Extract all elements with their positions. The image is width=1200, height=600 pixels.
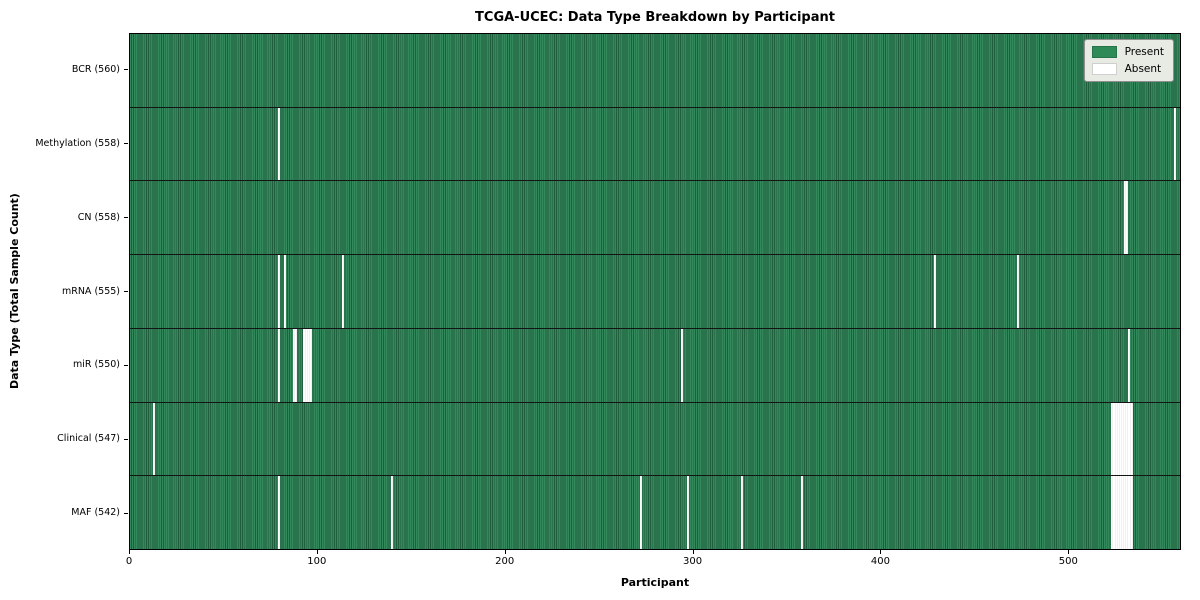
- x-tick-mark: [880, 550, 882, 554]
- x-tick-label: 400: [870, 556, 890, 567]
- row-maf: [130, 476, 1180, 550]
- absent-cell: [278, 255, 281, 328]
- row-methylation: [130, 107, 1180, 182]
- absent-cell: [1121, 402, 1124, 476]
- absent-cell: [278, 107, 281, 181]
- legend-absent-label: Absent: [1124, 63, 1162, 75]
- row-cn: [130, 181, 1180, 256]
- absent-cell: [293, 328, 296, 402]
- x-tick-mark: [692, 550, 694, 554]
- absent-cell: [1116, 402, 1119, 476]
- absent-cell: [741, 476, 744, 550]
- x-tick-label: 200: [495, 556, 515, 567]
- absent-cell: [1131, 476, 1134, 550]
- absent-cell: [152, 402, 155, 476]
- absent-cell: [1118, 402, 1121, 476]
- chart-title: TCGA-UCEC: Data Type Breakdown by Partic…: [475, 10, 835, 25]
- absent-cell: [308, 328, 311, 402]
- absent-cell: [1174, 107, 1177, 181]
- absent-cell: [1123, 476, 1126, 550]
- absent-cell: [681, 328, 684, 402]
- absent-cell: [686, 476, 689, 550]
- absent-cell: [310, 328, 313, 402]
- x-tick-label: 500: [1058, 556, 1078, 567]
- absent-cell: [1110, 402, 1113, 476]
- absent-cell: [302, 328, 305, 402]
- x-axis-title: Participant: [620, 576, 690, 589]
- legend-present-label: Present: [1124, 46, 1164, 58]
- absent-cell: [390, 476, 393, 550]
- y-tick-mark: [124, 512, 128, 514]
- absent-cell: [306, 328, 309, 402]
- y-tick-mark: [124, 217, 128, 219]
- absent-cell: [640, 476, 643, 550]
- absent-cell: [283, 255, 286, 328]
- absent-cell: [341, 255, 344, 328]
- absent-cell: [1120, 476, 1123, 550]
- y-tick-mark: [124, 438, 128, 440]
- x-tick-mark: [316, 550, 318, 554]
- legend-item-present: Present: [1091, 46, 1164, 58]
- absent-cell: [1116, 476, 1119, 550]
- absent-cell: [1120, 402, 1123, 476]
- absent-cell: [1127, 402, 1130, 476]
- legend: Present Absent: [1083, 39, 1174, 82]
- absent-cell: [801, 476, 804, 550]
- absent-cell: [1118, 476, 1121, 550]
- row-mir: [130, 328, 1180, 403]
- row-bcr: [130, 34, 1180, 108]
- absent-cell: [934, 255, 937, 328]
- absent-cell: [1125, 402, 1128, 476]
- present-swatch-icon: [1091, 46, 1117, 58]
- absent-cell: [1131, 402, 1134, 476]
- absent-cell: [278, 476, 281, 550]
- absent-cell: [295, 328, 298, 402]
- x-tick-mark: [1068, 550, 1070, 554]
- absent-cell: [1114, 476, 1117, 550]
- y-tick-mark: [124, 143, 128, 145]
- absent-swatch-icon: [1091, 63, 1117, 75]
- x-tick-label: 100: [307, 556, 327, 567]
- absent-cell: [1110, 476, 1113, 550]
- absent-cell: [1127, 476, 1130, 550]
- y-tick-label: mRNA (555): [61, 285, 120, 297]
- heatmap-rows: [130, 34, 1180, 550]
- absent-cell: [1129, 402, 1132, 476]
- absent-cell: [1121, 476, 1124, 550]
- absent-cell: [1016, 255, 1019, 328]
- absent-cell: [1125, 181, 1128, 255]
- absent-cell: [304, 328, 307, 402]
- absent-cell: [1127, 328, 1130, 402]
- absent-cell: [1123, 181, 1126, 255]
- x-tick-label: 300: [683, 556, 703, 567]
- y-tick-label: miR (550): [72, 359, 120, 371]
- x-tick-mark: [129, 550, 130, 554]
- absent-cell: [1112, 402, 1115, 476]
- row-mrna: [130, 255, 1180, 329]
- plot-area: Present Absent: [129, 33, 1181, 550]
- y-tick-label: MAF (542): [71, 507, 120, 519]
- y-tick-label: Clinical (547): [57, 433, 120, 445]
- absent-cell: [1123, 402, 1126, 476]
- row-clinical: [130, 402, 1180, 477]
- y-tick-mark: [124, 69, 128, 71]
- absent-cell: [278, 328, 281, 402]
- y-tick-label: CN (558): [77, 211, 120, 223]
- y-tick-mark: [124, 364, 128, 366]
- absent-cell: [1112, 476, 1115, 550]
- x-tick-label: 0: [125, 556, 133, 567]
- absent-cell: [1125, 476, 1128, 550]
- legend-item-absent: Absent: [1091, 63, 1164, 75]
- y-tick-label: BCR (560): [71, 63, 120, 75]
- absent-cell: [1114, 402, 1117, 476]
- x-tick-mark: [504, 550, 506, 554]
- y-tick-mark: [124, 291, 128, 292]
- absent-cell: [1129, 476, 1132, 550]
- y-tick-label: Methylation (558): [35, 137, 120, 149]
